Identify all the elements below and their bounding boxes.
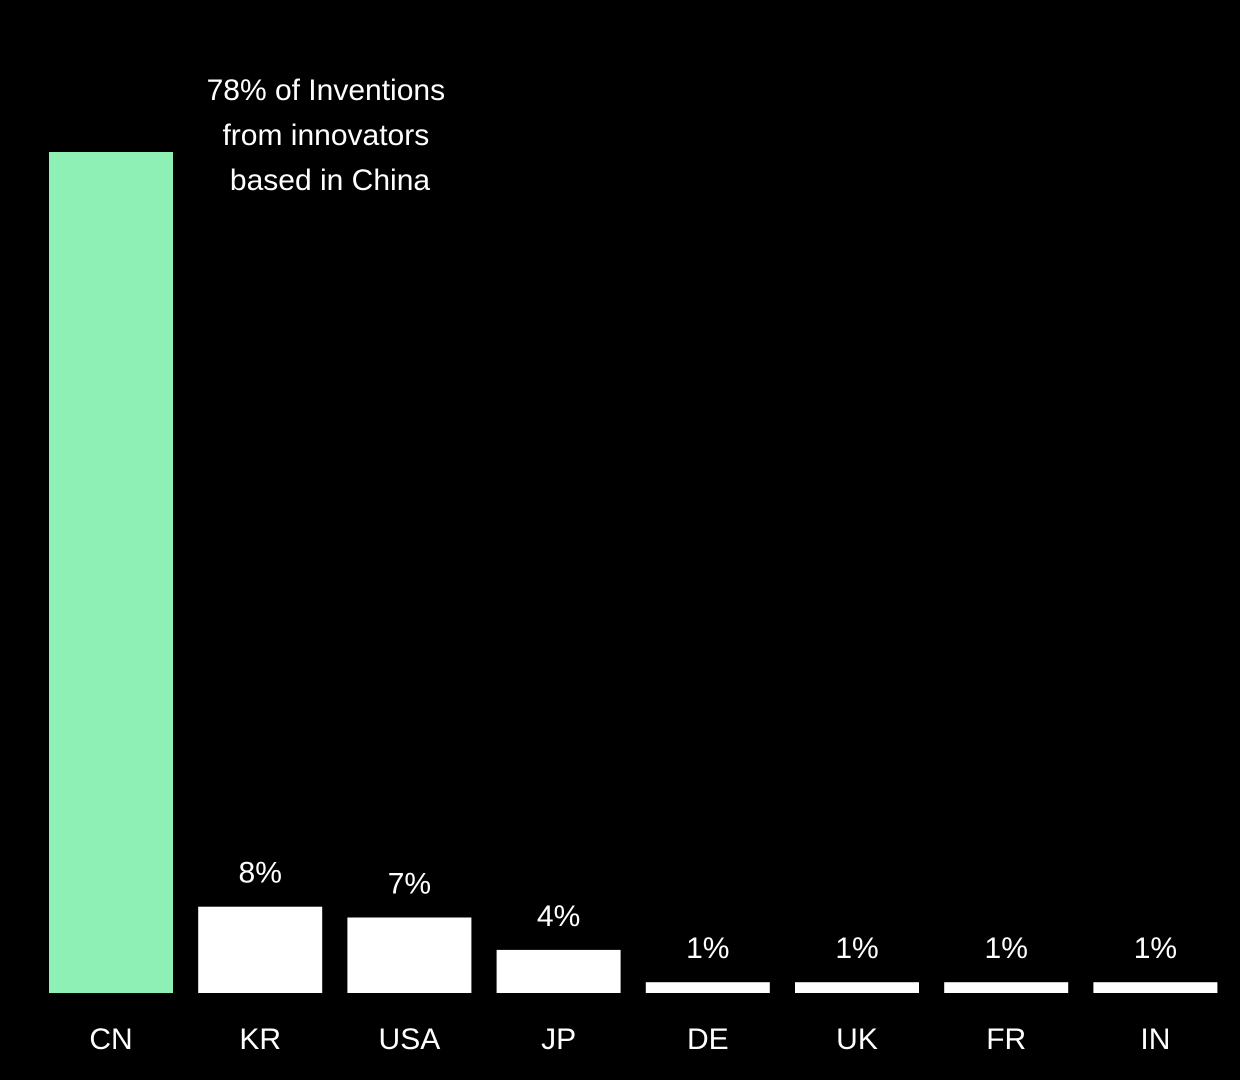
tick-label-usa: USA	[379, 1023, 441, 1056]
value-label-uk: 1%	[835, 932, 878, 965]
tick-label-uk: UK	[836, 1023, 878, 1056]
value-label-kr: 8%	[239, 857, 282, 890]
value-label-jp: 4%	[537, 900, 580, 933]
bar-cn	[49, 152, 173, 993]
tick-label-fr: FR	[986, 1023, 1026, 1056]
value-labels-layer: 8% 7% 4% 1% 1% 1% 1%	[239, 857, 1178, 966]
bar-fr	[944, 982, 1069, 993]
tick-label-jp: JP	[541, 1023, 576, 1056]
value-label-de: 1%	[686, 932, 729, 965]
bar-de	[645, 982, 770, 993]
annotation-text: 78% of Inventions from innovators based …	[207, 74, 454, 197]
tick-label-kr: KR	[239, 1023, 281, 1056]
tick-label-de: DE	[687, 1023, 729, 1056]
value-label-usa: 7%	[388, 868, 431, 901]
bars-layer	[49, 152, 1218, 993]
tick-label-cn: CN	[89, 1023, 132, 1056]
bar-kr	[198, 906, 323, 993]
bar-in	[1093, 982, 1218, 993]
value-label-fr: 1%	[985, 932, 1028, 965]
value-label-in: 1%	[1134, 932, 1177, 965]
annotation-line-2: from innovators	[222, 119, 429, 152]
annotation-line-1: 78% of Inventions	[207, 74, 446, 107]
bar-uk	[795, 982, 919, 993]
bar-jp	[496, 949, 621, 993]
tick-label-in: IN	[1140, 1023, 1170, 1056]
bar-usa	[347, 917, 472, 993]
tick-labels-layer: CN KR USA JP DE UK FR IN	[89, 1023, 1170, 1056]
annotation-line-3: based in China	[230, 164, 430, 197]
